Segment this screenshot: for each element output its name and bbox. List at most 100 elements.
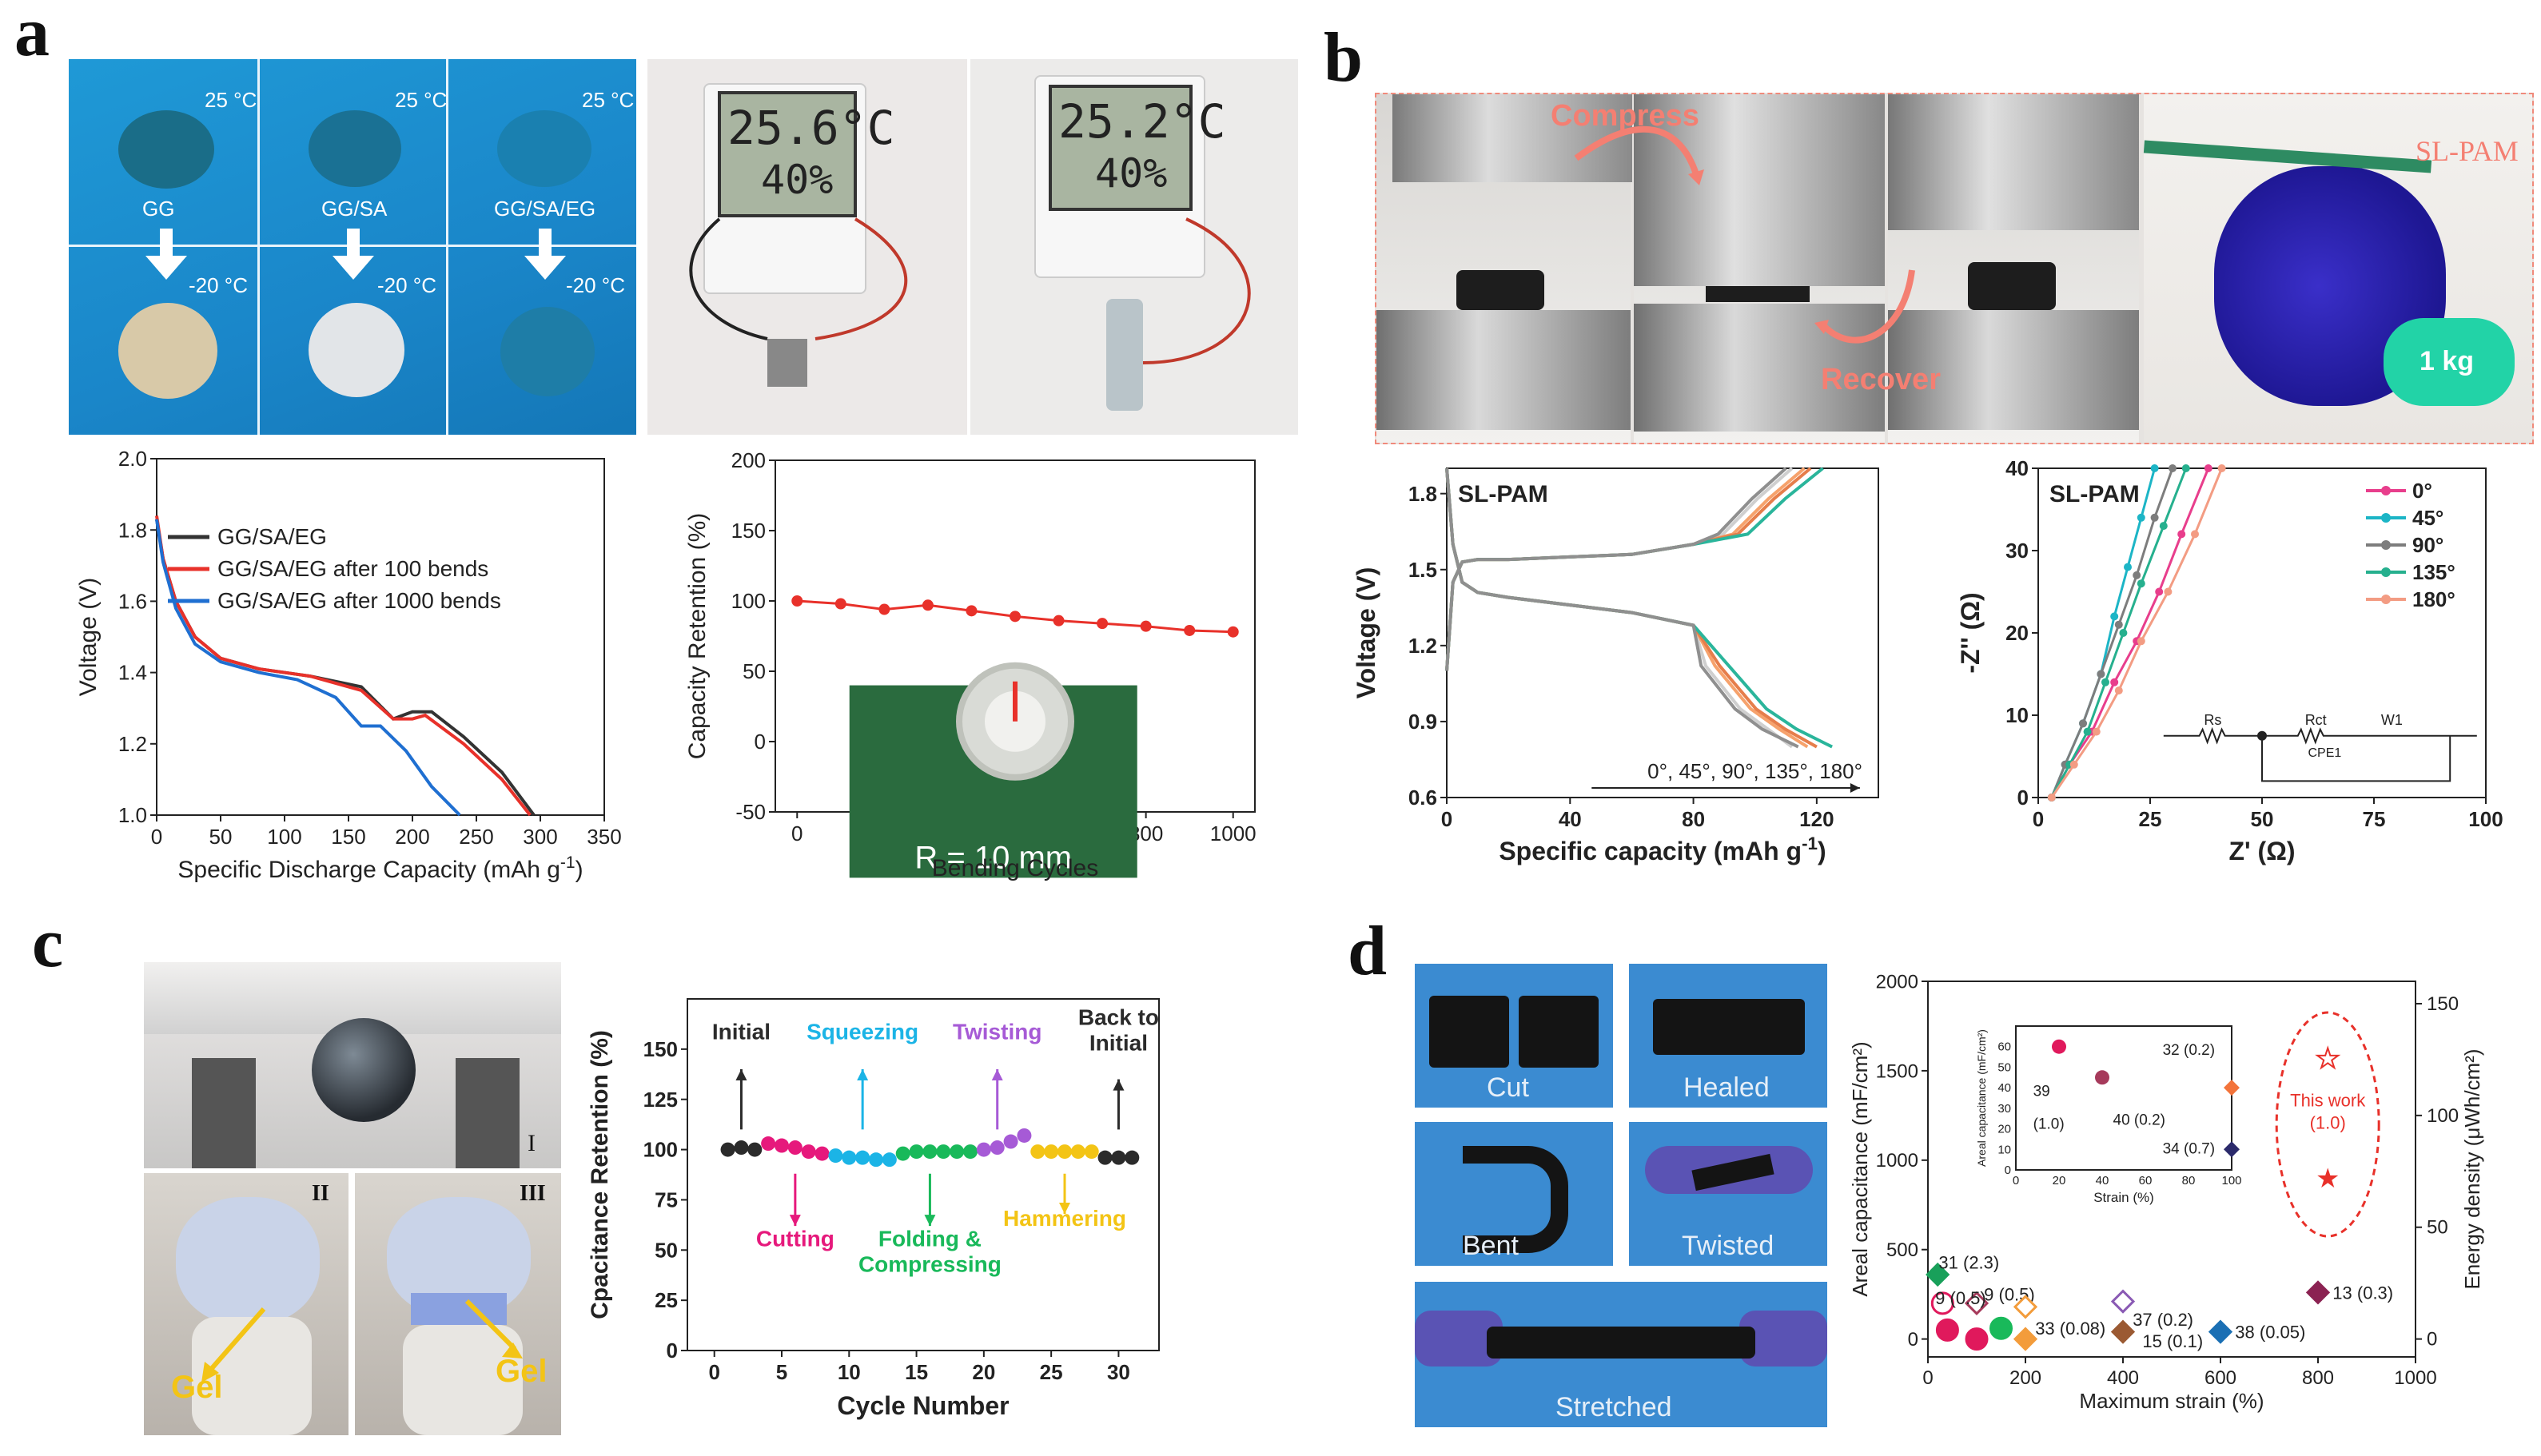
retention-point [869,1152,883,1168]
inset-point-label: 34 (0.7) [2163,1140,2215,1157]
cut-photo: Cut [1415,964,1613,1108]
y-axis-label: Voltage (V) [75,578,102,696]
y-tick-label: 200 [731,448,766,472]
eis-point [2110,678,2119,686]
eis-point [2137,637,2145,646]
data-point [1010,611,1021,623]
x-tick-label: 80 [1682,807,1705,831]
y-tick-label: 500 [1886,1239,1918,1261]
inset-point [2224,1080,2240,1096]
retention-point [1125,1150,1140,1165]
press-photo [1888,94,2139,443]
x-tick-label: 40 [1559,807,1582,831]
legend-label: GG/SA/EG after 1000 bends [217,588,501,613]
y-axis-label: Areal capacitance (mF/cm²) [1848,1041,1872,1296]
arrow-icon [1688,169,1704,185]
y-tick-label: 0 [667,1339,678,1363]
data-point [834,598,846,610]
sphere-press-photo: I [144,962,561,1168]
literature-point [2110,1289,2136,1314]
dog-figurine-photo: II Gel [144,1173,348,1435]
literature-point [2208,1319,2233,1344]
y-tick-label: 0.9 [1408,710,1437,734]
inset-tick-label: 10 [1997,1143,2011,1156]
retention-point [720,1142,735,1157]
retention-point [1003,1134,1018,1149]
arrow-icon [991,1069,1003,1080]
x-tick-label: 1000 [1210,821,1257,845]
chart-title: SL-PAM [2049,481,2140,507]
y2-axis-label: Energy density (μWh/cm²) [2460,1048,2484,1289]
down-arrow-icon [333,229,374,280]
x-tick-label: 350 [587,825,621,849]
eis-point [2169,464,2177,472]
roman-label: I [528,1130,536,1156]
gel-disc [500,307,595,396]
retention-point [801,1144,816,1160]
press-base [1634,304,1885,432]
y-tick-label: 10 [2005,703,2029,727]
y-axis-label: -Z'' (Ω) [1956,592,1985,673]
eis-point [2092,727,2101,736]
x-tick-label: 100 [2468,807,2503,831]
y-tick-label: 2.0 [118,448,147,471]
gel-disc [118,110,214,189]
data-point [966,605,978,617]
retention-point [734,1140,749,1156]
x-tick-label: 20 [972,1360,995,1384]
this-work-label: This work [2290,1091,2366,1111]
lcd-humidity: 40% [761,157,834,203]
battery-cell [1106,299,1143,411]
eis-curve [2050,467,2174,798]
data-point [1097,618,1109,630]
y-tick-label: 30 [2005,539,2029,563]
retention-point [922,1144,938,1160]
weight-cloud [2384,318,2515,406]
literature-point [2305,1280,2331,1305]
press-plate [1392,94,1632,182]
sl-pam-strip [2143,140,2432,173]
freeze-test-photo-grid: 25 °C 25 °C 25 °C -20 °C -20 °C -20 °C G… [69,59,636,435]
sl-pam-eis-chart: 0 25 50 75 100 0 10 20 30 40 SL-PAM 0° 45° 90° 135° 180… [1956,456,2503,865]
x-axis-label: Maximum strain (%) [2079,1389,2264,1413]
y-tick-label: 2000 [1876,971,1918,993]
inset-tick-label: 0 [2005,1164,2011,1177]
inset-point-label: 40 (0.2) [2113,1112,2165,1128]
x-tick-label: 0 [1922,1367,1933,1389]
inset-tick-label: 100 [2221,1174,2241,1187]
capacitance-retention-chart: 0 5 10 15 20 25 30 0 25 50 75 100 125 150 Initial Cutti… [587,998,1160,1420]
support-post [456,1058,520,1168]
retention-point [990,1140,1005,1156]
retention-point [747,1142,763,1157]
press-photo [1634,94,1885,443]
inset-tick-label: 80 [2182,1174,2196,1187]
retention-point [1030,1144,1045,1160]
y-tick-label: 100 [731,589,766,613]
x-tick-label: 25 [2139,807,2162,831]
circuit-label: CPE1 [2308,746,2342,760]
retention-point [936,1144,951,1160]
y-tick-label: 50 [743,659,766,683]
literature-point [1965,1327,1989,1351]
retention-point [842,1150,857,1165]
data-point [1227,626,1239,638]
this-work-ellipse [2275,1011,2380,1238]
eis-point [2164,587,2173,596]
y-tick-label: -50 [735,800,766,824]
legend-label: 0° [2412,479,2432,503]
temp-label: -20 °C [566,273,625,297]
literature-point [2013,1327,2038,1351]
support-post [192,1058,256,1168]
x-axis-label: Z' (Ω) [2228,837,2295,865]
arrow-icon [924,1215,936,1227]
inset-tick-label: 60 [1997,1040,2011,1054]
inset-point-label: 39 [2033,1083,2050,1100]
retention-point [976,1142,991,1157]
point-label: 15 (0.1) [2142,1331,2203,1351]
event-label: Cutting [756,1226,834,1251]
y-tick-label: 150 [731,519,766,543]
x-tick-label: 5 [776,1360,787,1384]
eis-point [2159,522,2168,531]
x-axis-label: Specific Discharge Capacity (mAh g-1) [177,853,583,883]
x-tick-label: 250 [459,825,493,849]
